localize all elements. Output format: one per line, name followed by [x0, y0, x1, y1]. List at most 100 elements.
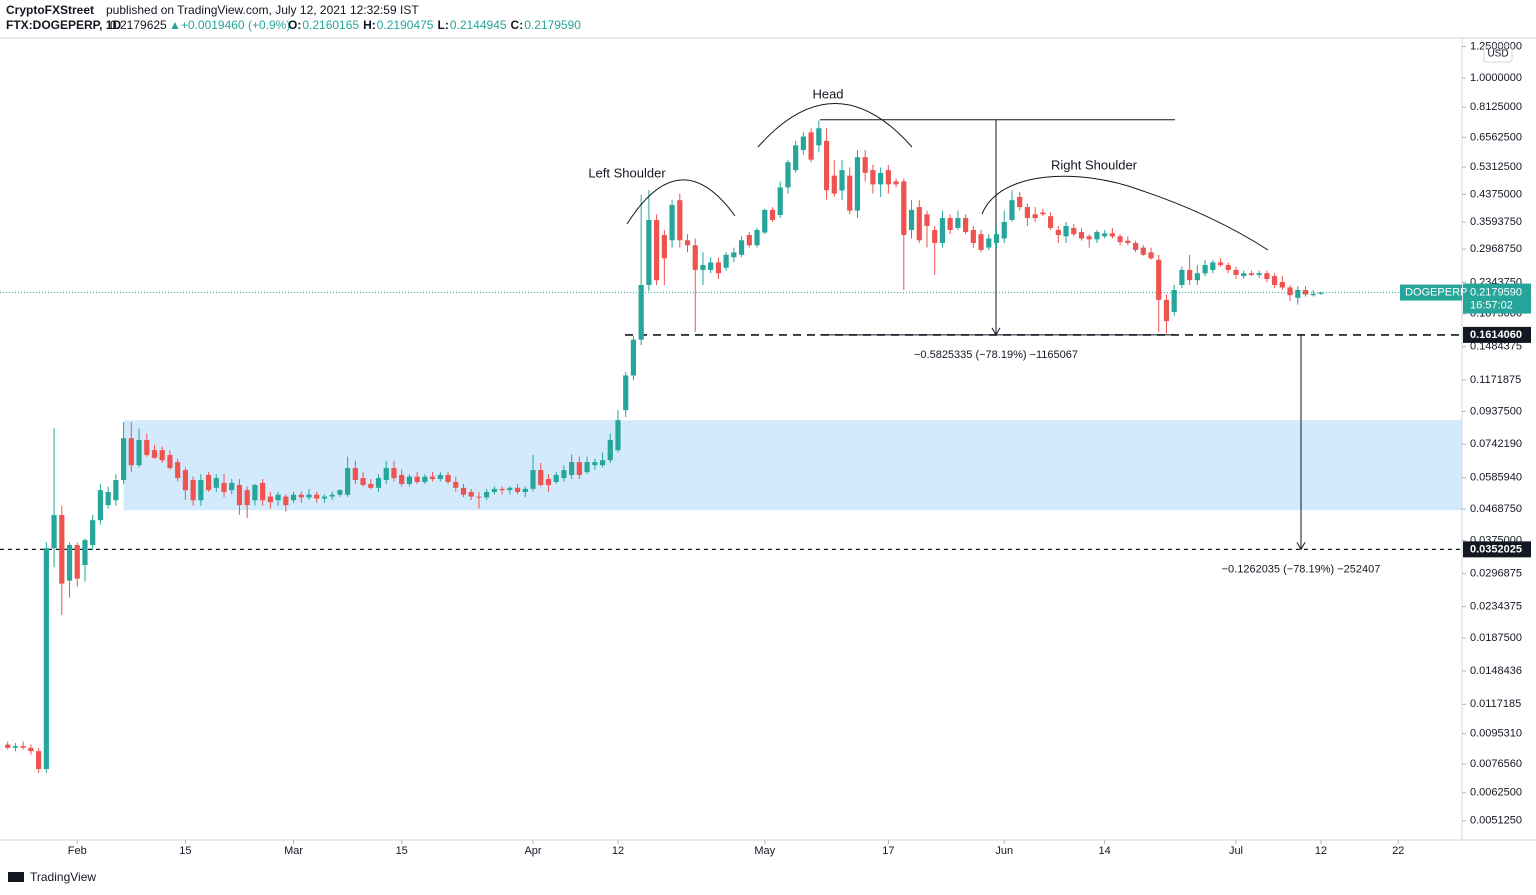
candle-body	[538, 470, 544, 485]
published: published on TradingView.com, July 12, 2…	[106, 3, 419, 17]
candle-body	[375, 478, 382, 488]
candle-body	[314, 494, 320, 499]
candle-body	[43, 548, 49, 770]
candle-body	[1140, 247, 1146, 255]
y-tick-label: 0.0095310	[1470, 727, 1522, 739]
candle-body	[213, 478, 219, 488]
candle-body	[406, 476, 413, 484]
candle-body	[777, 187, 783, 216]
candle-body	[1055, 229, 1061, 236]
candle-body	[708, 262, 714, 270]
candle-body	[607, 440, 613, 461]
y-tick-label: 0.0234375	[1470, 601, 1522, 613]
candle-body	[1148, 252, 1154, 259]
candle-body	[28, 747, 34, 752]
candle-body	[151, 450, 158, 458]
candle-body	[1264, 273, 1270, 280]
candle-body	[283, 496, 289, 506]
candle-body	[1318, 292, 1324, 294]
annotation: Left Shoulder	[588, 165, 666, 180]
last-value: 0.2179625	[110, 18, 167, 32]
candle-body	[1040, 212, 1046, 215]
candle-body	[476, 496, 482, 498]
candle-body	[321, 496, 328, 499]
candle-body	[399, 474, 405, 484]
candle-body	[661, 235, 667, 259]
candle-body	[1202, 265, 1208, 274]
candle-body	[391, 468, 397, 479]
candle-body	[221, 482, 227, 492]
y-tick-label: 0.0148436	[1470, 665, 1522, 677]
level-label: 0.1614060	[1470, 329, 1522, 341]
candle-body	[1248, 273, 1255, 275]
candle-body	[5, 744, 11, 748]
candle-body	[136, 440, 142, 466]
level-label: 0.0352025	[1470, 543, 1522, 555]
candle-body	[437, 474, 443, 480]
candle-body	[453, 481, 459, 488]
candle-body	[569, 462, 575, 475]
candle-body	[82, 540, 88, 566]
candle-body	[692, 245, 698, 270]
logo	[8, 872, 24, 882]
candle-body	[847, 175, 853, 211]
head-arc	[757, 103, 913, 148]
candle-body	[298, 494, 304, 498]
candle-body	[1132, 242, 1139, 250]
candle-body	[885, 170, 891, 185]
y-tick-label: 0.5312500	[1470, 161, 1522, 173]
candle-body	[244, 490, 250, 506]
candle-body	[615, 420, 621, 451]
candle-body	[205, 474, 212, 491]
y-tick-label: 0.1484375	[1470, 341, 1522, 353]
candle-body	[715, 262, 722, 274]
candle-body	[1287, 287, 1293, 296]
candle-body	[738, 240, 745, 255]
candle-body	[290, 494, 297, 501]
candle-body	[723, 254, 729, 268]
measure-label: −0.5825335 (−78.19%) −1165067	[914, 349, 1078, 361]
y-tick-label: 0.8125000	[1470, 101, 1522, 113]
candle-body	[854, 157, 861, 211]
candle-body	[1179, 269, 1185, 286]
currency: USD	[1487, 49, 1508, 60]
x-tick-label: Apr	[524, 845, 541, 857]
candle-body	[916, 207, 922, 241]
annotation: Head	[812, 86, 843, 101]
candle-body	[468, 491, 474, 497]
candle-body	[1032, 214, 1038, 219]
countdown: 16:57:02	[1470, 299, 1513, 311]
candle-body	[553, 474, 559, 482]
candle-body	[939, 218, 946, 243]
candle-body	[1187, 269, 1193, 281]
candle-body	[20, 746, 26, 748]
x-tick-label: 12	[1315, 845, 1327, 857]
candle-body	[769, 209, 776, 220]
candle-body	[337, 490, 343, 495]
candle-body	[545, 479, 552, 485]
candle-body	[345, 468, 351, 495]
candle-body	[190, 480, 196, 501]
candle-body	[74, 545, 80, 579]
candle-body	[1117, 236, 1123, 243]
publisher: CryptoFXStreet	[6, 3, 94, 17]
candle-body	[1047, 216, 1054, 228]
candle-body	[1233, 269, 1239, 275]
candle-body	[1210, 262, 1216, 270]
candle-body	[623, 375, 629, 411]
candle-body	[576, 462, 582, 475]
candle-body	[90, 520, 96, 546]
candle-body	[878, 172, 884, 185]
candle-body	[175, 462, 181, 479]
candle-body	[329, 494, 335, 497]
y-tick-label: 0.0076560	[1470, 758, 1522, 770]
candle-body	[970, 229, 976, 243]
arrow-head	[991, 327, 1001, 336]
candle-body	[1163, 299, 1170, 322]
candle-body	[159, 450, 165, 461]
candle-body	[669, 204, 675, 241]
candle-body	[368, 483, 374, 488]
candle-body	[1078, 232, 1085, 239]
candle-body	[66, 545, 73, 581]
